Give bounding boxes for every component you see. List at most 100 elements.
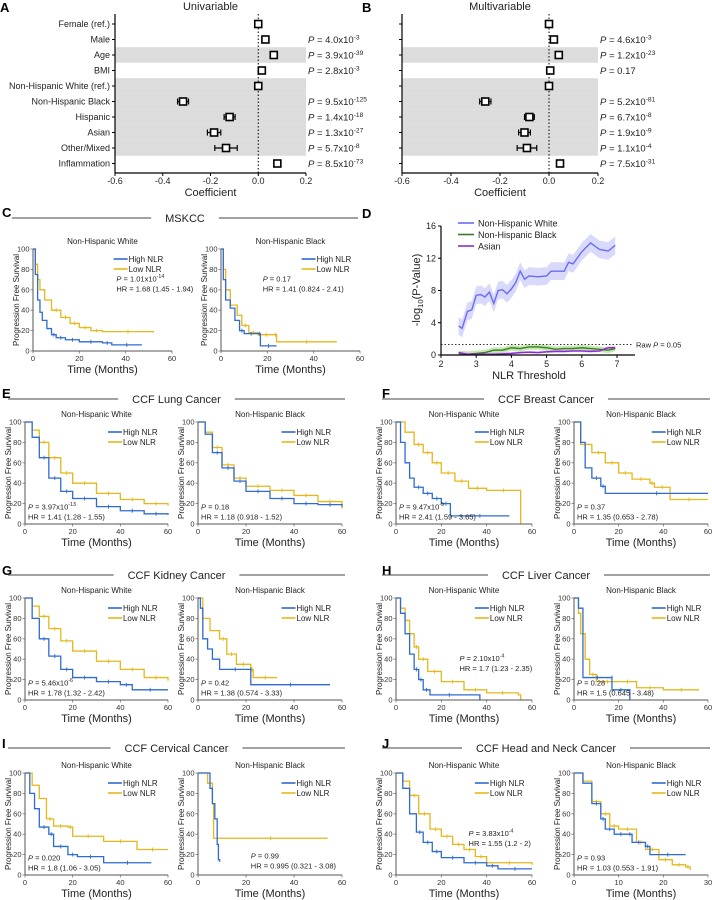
p-value: 1.9x10 [617, 128, 646, 139]
x-tick-label: 40 [290, 703, 298, 712]
y-tick-label: 0 [17, 871, 21, 880]
p-value: 1.3x10 [325, 128, 354, 139]
x-tick-label: 60 [164, 703, 172, 712]
p-value: 2.10x10 [473, 654, 500, 663]
x-tick-label: 10 [614, 878, 622, 887]
y-tick-label: 60 [186, 809, 194, 818]
p-symbol: P [600, 144, 607, 155]
p-value: 0.17 [617, 66, 636, 77]
p-eq: = [314, 35, 325, 46]
x-axis-label: Time (Months) [255, 364, 326, 376]
panel-letter: J [382, 736, 389, 751]
row-label: Hispanic [75, 112, 110, 122]
x-axis-label: Time (Months) [67, 364, 138, 376]
p-eq: = [268, 275, 277, 284]
x-tick-label: 60 [528, 703, 536, 712]
p-symbol: P [28, 679, 33, 688]
p-value: 4.0x10 [325, 35, 354, 46]
x-axis-label: Time (Months) [429, 713, 500, 725]
legend-label: High NLR [297, 779, 332, 788]
p-value: 1.4x10 [325, 113, 354, 124]
subplot-title: Non-Hispanic White [61, 586, 132, 595]
p-symbol: P [308, 159, 315, 170]
y-tick-label: 0 [566, 871, 570, 880]
km-p-value: P = 0.42 [201, 679, 229, 688]
x-tick-label: 40 [121, 354, 129, 363]
subplot-title: Non-Hispanic Black [256, 237, 327, 246]
p-symbol: P [308, 35, 315, 46]
p-eq: = [121, 275, 130, 284]
y-tick-label: 60 [21, 285, 29, 294]
p-value: 0.37 [591, 503, 606, 512]
subplot-title: Non-Hispanic Black [606, 761, 677, 770]
y-tick-label: 40 [186, 655, 194, 664]
p-eq: = [33, 503, 42, 512]
x-axis-label: Coefficient [474, 187, 526, 199]
km-subplot: Non-Hispanic White 0 20 40 60 0 20 40 60 80 100 Tim… [375, 586, 536, 725]
p-value-label: P = 0.17 [600, 66, 636, 77]
series-line [458, 346, 616, 355]
x-tick-label: 40 [309, 354, 317, 363]
x-tick-label: 20 [68, 703, 76, 712]
y-tick-label: 100 [558, 594, 571, 603]
low-nlr-curve [198, 597, 278, 679]
y-tick-label: 20 [384, 850, 392, 859]
y-axis-label: Progression Free Survival [12, 254, 21, 346]
p-symbol: P [600, 51, 607, 62]
x-tick-label: 0.2 [592, 176, 605, 186]
p-exponent: -14 [157, 274, 165, 280]
y-tick-label: 20 [384, 675, 392, 684]
x-tick-label: 20 [242, 703, 250, 712]
hazard-ratio: HR = 1.68 (1.45 - 1.94) [116, 285, 193, 294]
coefficient-marker [480, 97, 490, 106]
subplot-title: Non-Hispanic Black [235, 761, 306, 770]
legend-label: High NLR [667, 779, 702, 788]
shaded-row-band [402, 109, 598, 125]
p-exponent: -8 [354, 143, 360, 150]
coefficient-marker [261, 35, 270, 44]
panel-letter: E [2, 386, 11, 401]
legend-label: Low NLR [129, 265, 162, 274]
y-tick-label: 0 [388, 520, 392, 529]
panel-letter: H [382, 563, 391, 578]
y-tick-label: 100 [182, 418, 195, 427]
coefficient-marker [253, 19, 263, 29]
row-label: Age [94, 50, 110, 60]
shaded-row-band [115, 109, 306, 125]
low-nlr-curve [25, 421, 169, 506]
p-value-label: P = 8.5x10-73 [308, 159, 364, 171]
y-tick-label: 0 [566, 520, 570, 529]
low-nlr-curve [396, 421, 522, 524]
hazard-ratio: HR = 1.78 (1.32 - 2.42) [28, 689, 105, 698]
legend-label: High NLR [490, 604, 525, 613]
y-tick-label: 80 [13, 789, 21, 798]
x-tick-label: 20 [263, 354, 271, 363]
km-subplot: Non-Hispanic White 0 20 40 60 0 20 40 60 80 100 Tim… [375, 761, 536, 900]
coefficient-marker [544, 81, 554, 91]
x-tick-label: 40 [659, 527, 667, 536]
p-value: 0.18 [215, 503, 230, 512]
hazard-ratio: HR = 1.41 (0.824 - 2.41) [263, 285, 345, 294]
p-value: 5.7x10 [325, 144, 354, 155]
p-symbol: P [201, 503, 206, 512]
y-axis-label: Progression Free Survival [4, 603, 13, 695]
p-value: 9.5x10 [325, 97, 354, 108]
p-symbol: P [308, 113, 315, 124]
p-symbol: P [577, 679, 582, 688]
x-tick-label: 0 [196, 527, 200, 536]
y-tick-label: 40 [13, 655, 21, 664]
subplot-title: Non-Hispanic White [429, 761, 500, 770]
p-value: 2.8x10 [325, 66, 354, 77]
x-tick-label: 0 [394, 703, 398, 712]
legend-label: High NLR [129, 255, 164, 264]
p-eq: = [606, 66, 617, 77]
y-tick-label: 80 [21, 265, 29, 274]
km-subplot: Non-Hispanic Black 0 20 40 60 0 20 40 60 80 100 Tim… [177, 586, 346, 725]
y-tick-label: 40 [562, 479, 570, 488]
coefficient-marker [544, 19, 554, 29]
x-tick-label: 6 [579, 359, 584, 369]
x-tick-label: 40 [659, 703, 667, 712]
y-axis-label: Progression Free Survival [177, 603, 186, 695]
y-tick-label: 20 [186, 499, 194, 508]
x-tick-label: 0 [23, 527, 27, 536]
